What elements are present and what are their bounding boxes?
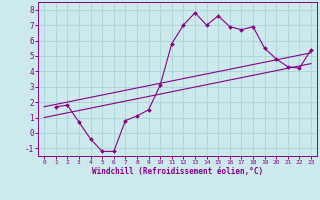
X-axis label: Windchill (Refroidissement éolien,°C): Windchill (Refroidissement éolien,°C) [92,167,263,176]
